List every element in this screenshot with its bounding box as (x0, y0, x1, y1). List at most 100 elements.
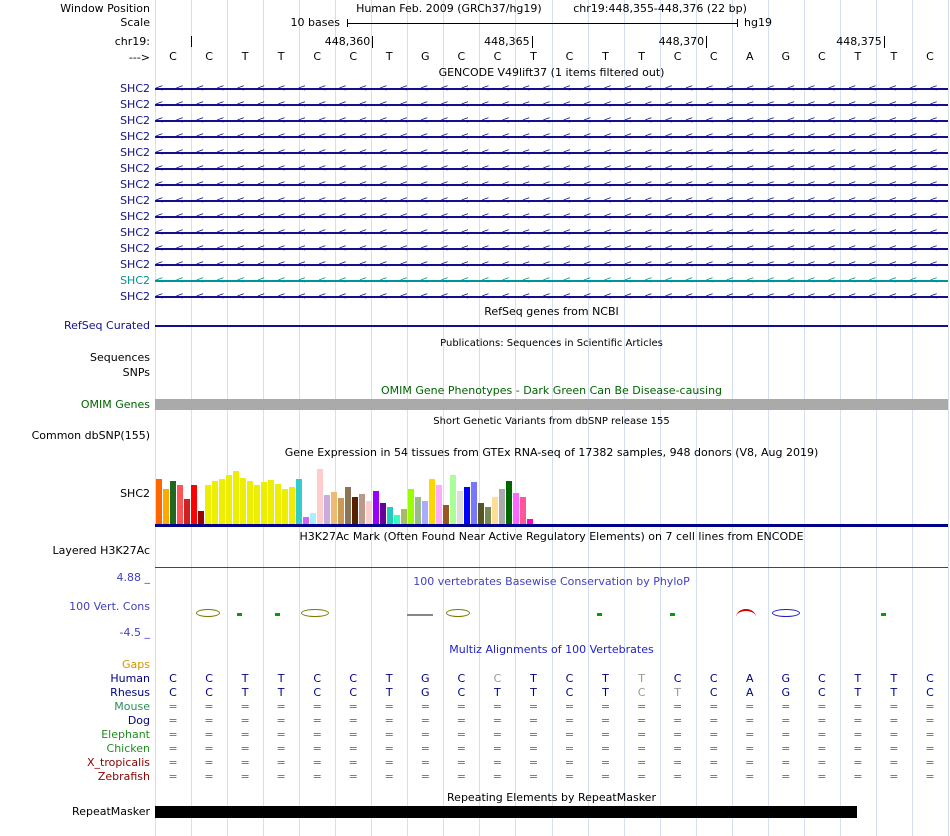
gencode-transcript-label[interactable]: SHC2 (120, 178, 150, 191)
gencode-transcript[interactable]: <<<<<<<<<<<<<<<<<<<<<<<<<<<<<<<<<<<<<<<<… (155, 161, 948, 177)
gencode-transcript-label[interactable]: SHC2 (120, 290, 150, 303)
gencode-transcript-label[interactable]: SHC2 (120, 258, 150, 271)
gencode-transcript-label[interactable]: SHC2 (120, 242, 150, 255)
gencode-transcript-label[interactable]: SHC2 (120, 82, 150, 95)
gencode-transcript-label[interactable]: SHC2 (120, 162, 150, 175)
ruler-tick (883, 36, 885, 48)
omim-genes-label[interactable]: OMIM Genes (80, 398, 150, 411)
gencode-transcript[interactable]: <<<<<<<<<<<<<<<<<<<<<<<<<<<<<<<<<<<<<<<<… (155, 177, 948, 193)
alignment-gap: = (636, 700, 647, 713)
alignment-gap: = (240, 770, 250, 783)
species-label-rhesus[interactable]: Rhesus (110, 686, 150, 699)
alignment-gap: = (781, 742, 791, 755)
gencode-transcript[interactable]: <<<<<<<<<<<<<<<<<<<<<<<<<<<<<<<<<<<<<<<<… (155, 97, 948, 113)
gtex-gene-label[interactable]: SHC2 (120, 487, 150, 500)
phylop-track-header: 100 vertebrates Basewise Conservation by… (413, 575, 690, 588)
species-label-zebrafish[interactable]: Zebrafish (97, 770, 150, 783)
gtex-bar (408, 489, 414, 525)
gencode-transcript-label[interactable]: SHC2 (120, 210, 150, 223)
alignment-gap: = (168, 770, 178, 783)
assembly-short-label: hg19 (744, 16, 772, 29)
column-gridline (335, 0, 337, 836)
title-row: Human Feb. 2009 (GRCh37/hg19) chr19:448,… (155, 2, 948, 15)
gencode-transcript[interactable]: <<<<<<<<<<<<<<<<<<<<<<<<<<<<<<<<<<<<<<<<… (155, 193, 948, 209)
phylop-track[interactable] (155, 605, 948, 625)
gencode-transcript[interactable]: <<<<<<<<<<<<<<<<<<<<<<<<<<<<<<<<<<<<<<<<… (155, 129, 948, 145)
repeatmasker-track-label[interactable]: RepeatMasker (72, 805, 150, 818)
ruler-tick-label: 448,360 (324, 35, 371, 48)
gtex-bar (387, 507, 393, 525)
gtex-bar (380, 503, 386, 525)
gencode-transcript[interactable]: <<<<<<<<<<<<<<<<<<<<<<<<<<<<<<<<<<<<<<<<… (155, 225, 948, 241)
h3k27ac-track-label[interactable]: Layered H3K27Ac (52, 544, 150, 557)
sequences-track-label[interactable]: Sequences (90, 351, 150, 364)
alignment-gap: = (889, 770, 899, 783)
species-label-gaps[interactable]: Gaps (122, 658, 150, 671)
species-label-human[interactable]: Human (110, 672, 150, 685)
gencode-transcript[interactable]: <<<<<<<<<<<<<<<<<<<<<<<<<<<<<<<<<<<<<<<<… (155, 257, 948, 273)
species-label-mouse[interactable]: Mouse (114, 700, 150, 713)
alignment-base: T (602, 686, 609, 699)
column-gridline (227, 0, 229, 836)
scale-label: Scale (120, 16, 150, 29)
gencode-transcript[interactable]: <<<<<<<<<<<<<<<<<<<<<<<<<<<<<<<<<<<<<<<<… (155, 273, 948, 289)
gtex-bar (478, 503, 484, 525)
gencode-transcript-label[interactable]: SHC2 (120, 274, 150, 287)
species-label-x_tropicalis[interactable]: X_tropicalis (86, 756, 150, 769)
gtex-bar (520, 497, 526, 525)
repeatmasker-bar[interactable] (155, 806, 857, 818)
alignment-base: G (421, 686, 430, 699)
ruler-tick-label: 448,365 (484, 35, 530, 48)
column-gridline (407, 0, 409, 836)
reference-base: C (565, 50, 574, 63)
gtex-bar (310, 513, 316, 525)
alignment-gap: = (853, 700, 863, 713)
alignment-base: T (890, 686, 898, 699)
ruler-tick (706, 36, 708, 48)
species-label-elephant[interactable]: Elephant (101, 728, 150, 741)
alignment-gap: = (312, 700, 322, 713)
strand-arrow-label: ---> (128, 51, 150, 64)
alignment-gap: = (564, 770, 575, 783)
repeatmasker-track-header: Repeating Elements by RepeatMasker (447, 791, 656, 804)
alignment-gap: = (817, 728, 827, 741)
species-label-chicken[interactable]: Chicken (106, 742, 150, 755)
alignment-gap: = (745, 714, 755, 727)
multiz-alignment-track[interactable]: Gaps Human C C T T C C T G C C T C T T C C A G C T T C Rhesus C C T… (0, 658, 950, 786)
alignment-base: G (781, 672, 791, 685)
gencode-track[interactable]: SHC2 <<<<<<<<<<<<<<<<<<<<<<<<<<<<<<<<<<<<… (0, 81, 950, 307)
gencode-transcript-label[interactable]: SHC2 (120, 226, 150, 239)
alignment-gap: = (384, 728, 394, 741)
column-gridline (299, 0, 301, 836)
snps-track-label[interactable]: SNPs (122, 366, 150, 379)
species-label-dog[interactable]: Dog (127, 714, 150, 727)
gtex-bar (282, 489, 288, 525)
gencode-transcript-label[interactable]: SHC2 (120, 114, 150, 127)
dbsnp-track-label[interactable]: Common dbSNP(155) (31, 429, 150, 442)
refseq-gene-bar[interactable] (155, 325, 948, 327)
gencode-transcript[interactable]: <<<<<<<<<<<<<<<<<<<<<<<<<<<<<<<<<<<<<<<<… (155, 81, 948, 97)
gencode-transcript[interactable]: <<<<<<<<<<<<<<<<<<<<<<<<<<<<<<<<<<<<<<<<… (155, 113, 948, 129)
gtex-bar (359, 494, 365, 525)
refseq-curated-label[interactable]: RefSeq Curated (64, 319, 150, 332)
dbsnp-track-header: Short Genetic Variants from dbSNP releas… (433, 416, 670, 427)
alignment-gap: = (420, 714, 430, 727)
gencode-transcript[interactable]: <<<<<<<<<<<<<<<<<<<<<<<<<<<<<<<<<<<<<<<<… (155, 241, 948, 257)
gencode-transcript-label[interactable]: SHC2 (120, 194, 150, 207)
gencode-transcript[interactable]: <<<<<<<<<<<<<<<<<<<<<<<<<<<<<<<<<<<<<<<<… (155, 145, 948, 161)
alignment-base: T (530, 672, 537, 685)
gencode-transcript-label[interactable]: SHC2 (120, 130, 150, 143)
alignment-gap: = (168, 742, 178, 755)
gtex-bar (506, 481, 512, 525)
phylop-track-label[interactable]: 100 Vert. Cons (69, 600, 150, 613)
omim-gene-bar[interactable] (155, 399, 948, 410)
gtex-expression-chart[interactable] (155, 465, 555, 525)
alignment-base: C (349, 672, 358, 685)
gencode-transcript-label[interactable]: SHC2 (120, 146, 150, 159)
gencode-transcript[interactable]: <<<<<<<<<<<<<<<<<<<<<<<<<<<<<<<<<<<<<<<<… (155, 289, 948, 305)
gencode-transcript-label[interactable]: SHC2 (120, 98, 150, 111)
alignment-gap: = (564, 756, 575, 769)
gencode-transcript[interactable]: <<<<<<<<<<<<<<<<<<<<<<<<<<<<<<<<<<<<<<<<… (155, 209, 948, 225)
alignment-base: C (313, 672, 322, 685)
